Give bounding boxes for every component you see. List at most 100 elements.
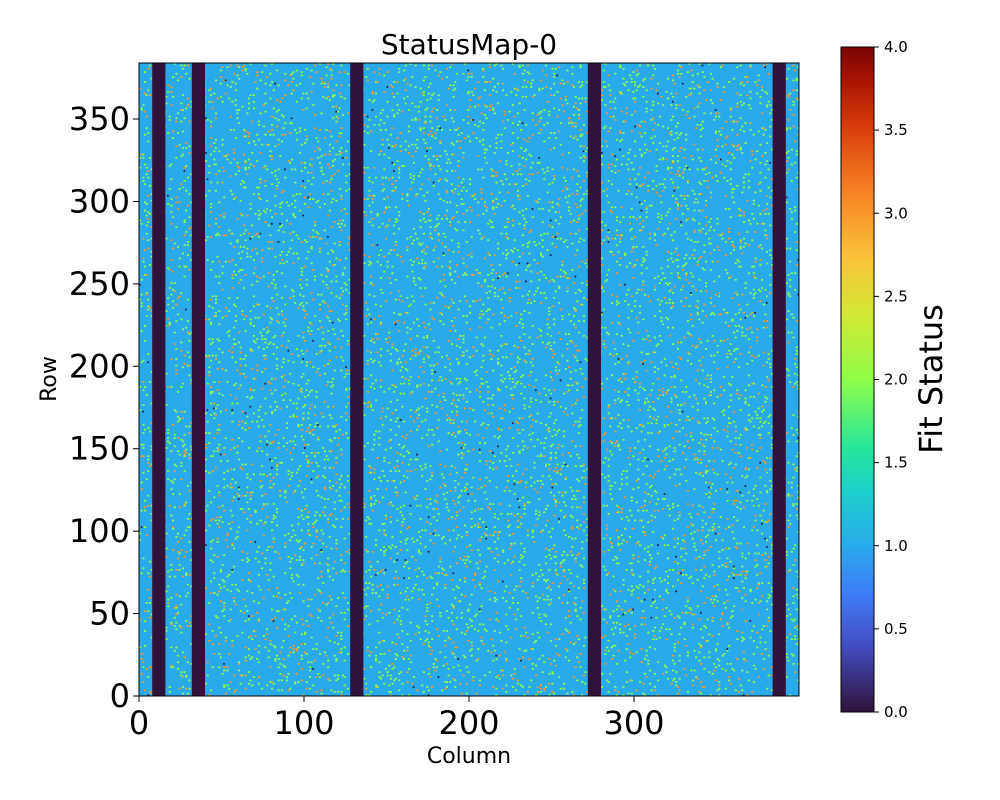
heatmap-cell [437,234,440,237]
heatmap-cell [292,414,295,416]
heatmap-cell [242,511,246,514]
heatmap-cell [218,381,221,383]
heatmap-cell [341,156,344,159]
heatmap-cell [427,133,430,136]
heatmap-cell [485,565,488,568]
heatmap-cell [190,249,193,251]
heatmap-cell [292,580,295,583]
heatmap-cell [473,198,477,200]
heatmap-cell [229,115,232,118]
heatmap-cell [292,290,295,293]
heatmap-cell [209,541,213,543]
heatmap-cell [389,521,392,523]
heatmap-cell [370,262,373,265]
heatmap-cell [515,87,518,90]
heatmap-cell [216,541,219,543]
heatmap-cell [266,305,269,308]
heatmap-cell [388,440,391,443]
heatmap-cell [454,128,457,131]
heatmap-cell [335,481,338,484]
heatmap-cell [498,503,501,505]
heatmap-cell [238,282,241,284]
heatmap-cell [345,283,348,286]
heatmap-cell [407,658,411,660]
heatmap-cell [178,419,181,421]
heatmap-cell [422,94,425,97]
heatmap-cell [513,555,516,558]
heatmap-cell [419,384,422,387]
heatmap-cell [495,466,498,469]
heatmap-cell [399,132,402,134]
heatmap-cell [323,86,326,88]
heatmap-cell [297,257,300,260]
heatmap-cell [308,613,312,616]
heatmap-cell [241,559,244,561]
heatmap-cell [143,610,147,613]
heatmap-cell [300,74,303,77]
heatmap-cell [328,209,331,212]
heatmap-cell [379,677,383,680]
heatmap-cell [231,544,234,547]
heatmap-cell [363,254,366,256]
heatmap-cell [345,318,348,321]
heatmap-cell [214,414,218,416]
heatmap-cell [341,272,345,275]
heatmap-cell [478,272,482,275]
heatmap-cell [208,224,211,227]
heatmap-cell [249,658,252,660]
heatmap-cell [183,221,186,223]
heatmap-cell [480,343,483,345]
heatmap-cell [188,513,191,515]
heatmap-cell [383,550,386,553]
heatmap-cell [327,252,330,255]
heatmap-cell [431,135,434,138]
heatmap-cell [244,229,247,232]
heatmap-cell [280,259,284,261]
heatmap-cell [497,580,500,583]
heatmap-cell [445,180,449,182]
heatmap-cell [318,514,321,517]
heatmap-cell [414,117,417,120]
heatmap-cell [282,231,285,233]
heatmap-cell [206,661,209,664]
heatmap-cell [181,651,185,654]
heatmap-cell [315,422,318,425]
heatmap-cell [332,485,335,487]
heatmap-cell [213,592,216,594]
heatmap-cell [190,259,193,261]
heatmap-cell [140,278,143,281]
heatmap-cell [221,288,224,291]
heatmap-cell [445,217,449,220]
heatmap-cell [325,275,328,278]
heatmap-cell [335,153,338,156]
heatmap-cell [406,369,409,372]
heatmap-cell [323,466,326,469]
heatmap-cell [485,498,488,500]
heatmap-cell [493,531,496,533]
heatmap-cell [183,453,186,456]
heatmap-cell [480,168,483,171]
heatmap-cell [371,91,374,93]
heatmap-cell [275,626,279,629]
heatmap-cell [381,143,384,146]
heatmap-cell [449,161,452,164]
heatmap-cell [211,100,214,103]
heatmap-cell [490,358,493,360]
heatmap-cell [315,71,318,73]
heatmap-cell [221,181,224,184]
heatmap-cell [488,308,491,311]
heatmap-cell [292,651,295,654]
heatmap-cell [183,656,186,659]
heatmap-cell [176,245,180,248]
heatmap-cell [434,371,436,373]
heatmap-cell [394,143,397,146]
heatmap-cell [368,560,371,563]
heatmap-cell [252,305,255,308]
heatmap-cell [503,489,506,492]
heatmap-cell [282,374,285,377]
heatmap-cell [384,569,387,571]
heatmap-cell [338,71,341,73]
heatmap-cell [167,470,170,472]
heatmap-cell [477,567,480,570]
heatmap-cell [383,168,386,171]
